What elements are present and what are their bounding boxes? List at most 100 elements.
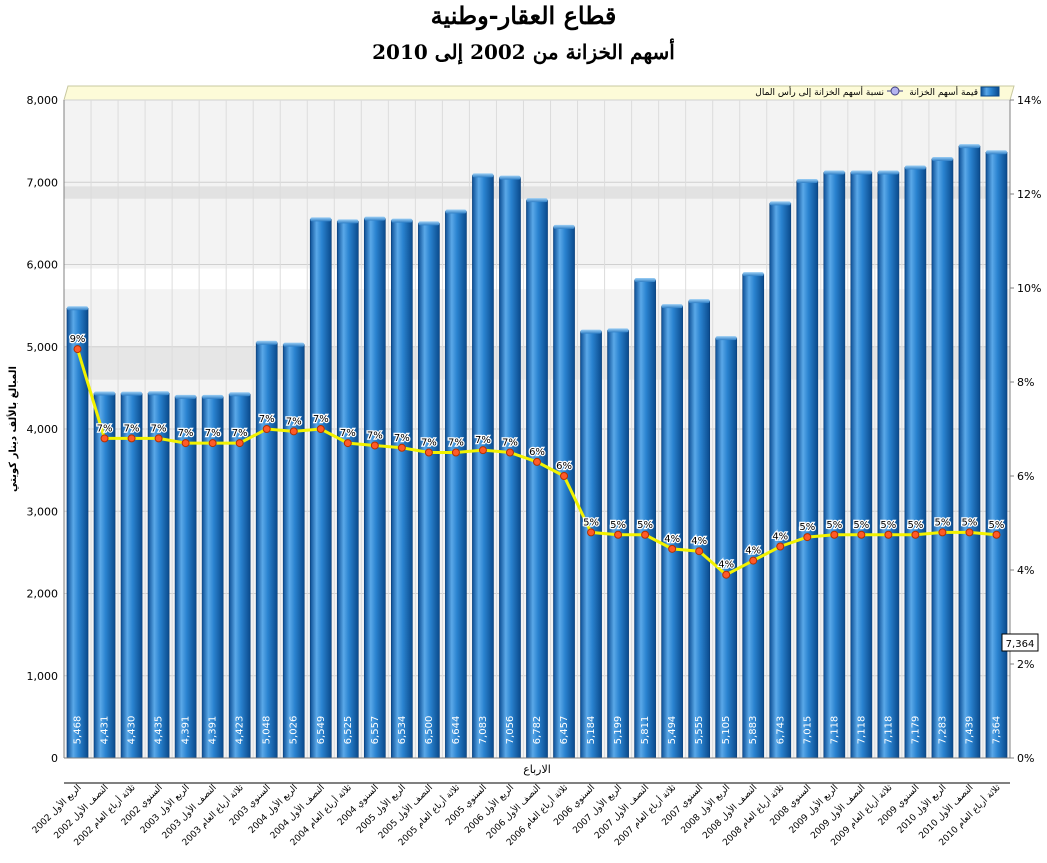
ratio-value-label: 7% (151, 423, 167, 434)
bar-cap (580, 329, 602, 334)
bar-value-label: 7,083 (478, 716, 489, 745)
y-tick-label: 5,000 (27, 341, 59, 354)
ratio-line-series: 9% 7% 7% 7% 7% 7% 7% 7% 7% 7% 7% 7% 7% 7% 7% 7% 7% 6% 6% 5%… (68, 333, 1006, 579)
bar (147, 392, 170, 759)
bar (336, 221, 359, 759)
bar-cap (823, 170, 845, 175)
chart-subtitle: أسهم الخزانة من 2002 إلى 2010 (372, 40, 675, 64)
ratio-value-label: 4% (772, 532, 788, 543)
bar-value-label: 4,391 (208, 716, 219, 745)
bar-value-label: 6,525 (343, 716, 354, 745)
legend-bar-swatch (980, 86, 1000, 97)
bar-value-label: 4,431 (100, 716, 111, 745)
axes: 0 1,000 2,000 3,000 4,000 5,000 6,000 7,000 8,00… (6, 94, 1041, 784)
bar-value-label: 5,105 (721, 716, 732, 745)
bar-cap (66, 306, 89, 311)
ratio-value-label: 5% (934, 517, 950, 528)
ratio-value-label: 7% (421, 438, 437, 449)
bar (363, 218, 386, 759)
ratio-marker (343, 439, 352, 448)
bar (282, 344, 305, 759)
bar-cap (607, 328, 629, 333)
x-tick-label: الربع الأول 2002 (29, 782, 83, 836)
bar-value-label: 7,118 (883, 716, 894, 745)
ratio-marker (560, 472, 569, 480)
ratio-value-label: 5% (610, 520, 626, 531)
y-tick-label: 4,000 (27, 423, 59, 436)
x-axis-title: الارباع (523, 763, 551, 776)
bar-cap (472, 173, 494, 178)
bar-cap (904, 165, 926, 170)
bar-cap (958, 144, 980, 149)
bar-cap (769, 201, 791, 206)
ratio-marker (262, 425, 271, 433)
ratio-value-label: 4% (745, 546, 761, 557)
bar-cap (553, 224, 575, 229)
ratio-value-label: 6% (529, 447, 545, 458)
ratio-marker (424, 448, 433, 457)
chart-title: قطاع العقار-وطنية (430, 1, 617, 30)
bar-series: 5,468 4,431 4,430 4,435 4,391 4,391 4,423 5,048… (66, 144, 1008, 759)
ratio-marker (614, 530, 623, 539)
ratio-marker (722, 570, 731, 579)
ratio-marker (235, 439, 244, 448)
bar (93, 393, 116, 759)
ratio-marker (370, 441, 379, 450)
bar-cap (931, 156, 953, 161)
bar-value-label: 7,179 (910, 716, 921, 745)
bar-value-label: 5,883 (748, 716, 759, 745)
bar (445, 211, 467, 759)
bar (472, 175, 494, 759)
bar (607, 330, 629, 759)
ratio-value-label: 4% (664, 534, 680, 545)
bar-cap (715, 336, 737, 341)
bar-value-label: 4,423 (235, 716, 246, 745)
bar-value-label: 7,118 (856, 716, 867, 745)
bar-value-label: 6,500 (424, 716, 435, 745)
bar-cap (94, 391, 116, 396)
ratio-value-label: 7% (124, 423, 140, 434)
bar (985, 152, 1008, 759)
ratio-marker (100, 434, 109, 443)
bar-cap (121, 391, 143, 396)
bar-value-label: 5,048 (262, 716, 273, 745)
y2-tick-label: 0% (1017, 752, 1034, 765)
bar-value-label: 5,468 (73, 716, 84, 745)
bar (255, 342, 278, 759)
bar-cap (256, 340, 278, 345)
bar-value-label: 7,056 (505, 716, 516, 745)
ratio-marker (587, 528, 596, 537)
ratio-marker (181, 439, 190, 448)
bar (796, 180, 819, 759)
bar (120, 393, 143, 759)
ratio-marker (749, 556, 758, 565)
y2-tick-label: 8% (1017, 376, 1034, 389)
bar-value-label: 7,118 (829, 716, 840, 745)
y2-tick-label: 2% (1017, 658, 1034, 671)
ratio-value-label: 7% (232, 428, 248, 439)
ratio-marker (73, 345, 82, 354)
bar-value-label: 4,430 (127, 716, 138, 745)
bar (499, 177, 521, 759)
bar (715, 337, 738, 759)
ratio-value-label: 5% (962, 517, 978, 528)
bar (742, 273, 765, 759)
bar-value-label: 6,644 (451, 716, 462, 745)
y2-tick-label: 6% (1017, 470, 1034, 483)
bar-cap (148, 391, 170, 396)
ratio-marker (695, 547, 704, 556)
bar (877, 172, 900, 759)
bar-value-label: 5,811 (640, 716, 651, 745)
bar-cap (337, 219, 359, 224)
bar-value-label: 6,534 (397, 716, 408, 745)
bar-value-label: 6,743 (775, 716, 786, 745)
bar-cap (445, 209, 467, 214)
ratio-value-label: 4% (718, 560, 734, 571)
bar (823, 172, 846, 759)
ratio-value-label: 5% (880, 520, 896, 531)
ratio-marker (127, 434, 136, 443)
y-tick-label: 0 (51, 752, 58, 765)
ratio-value-label: 7% (340, 428, 356, 439)
ratio-marker (505, 448, 514, 457)
